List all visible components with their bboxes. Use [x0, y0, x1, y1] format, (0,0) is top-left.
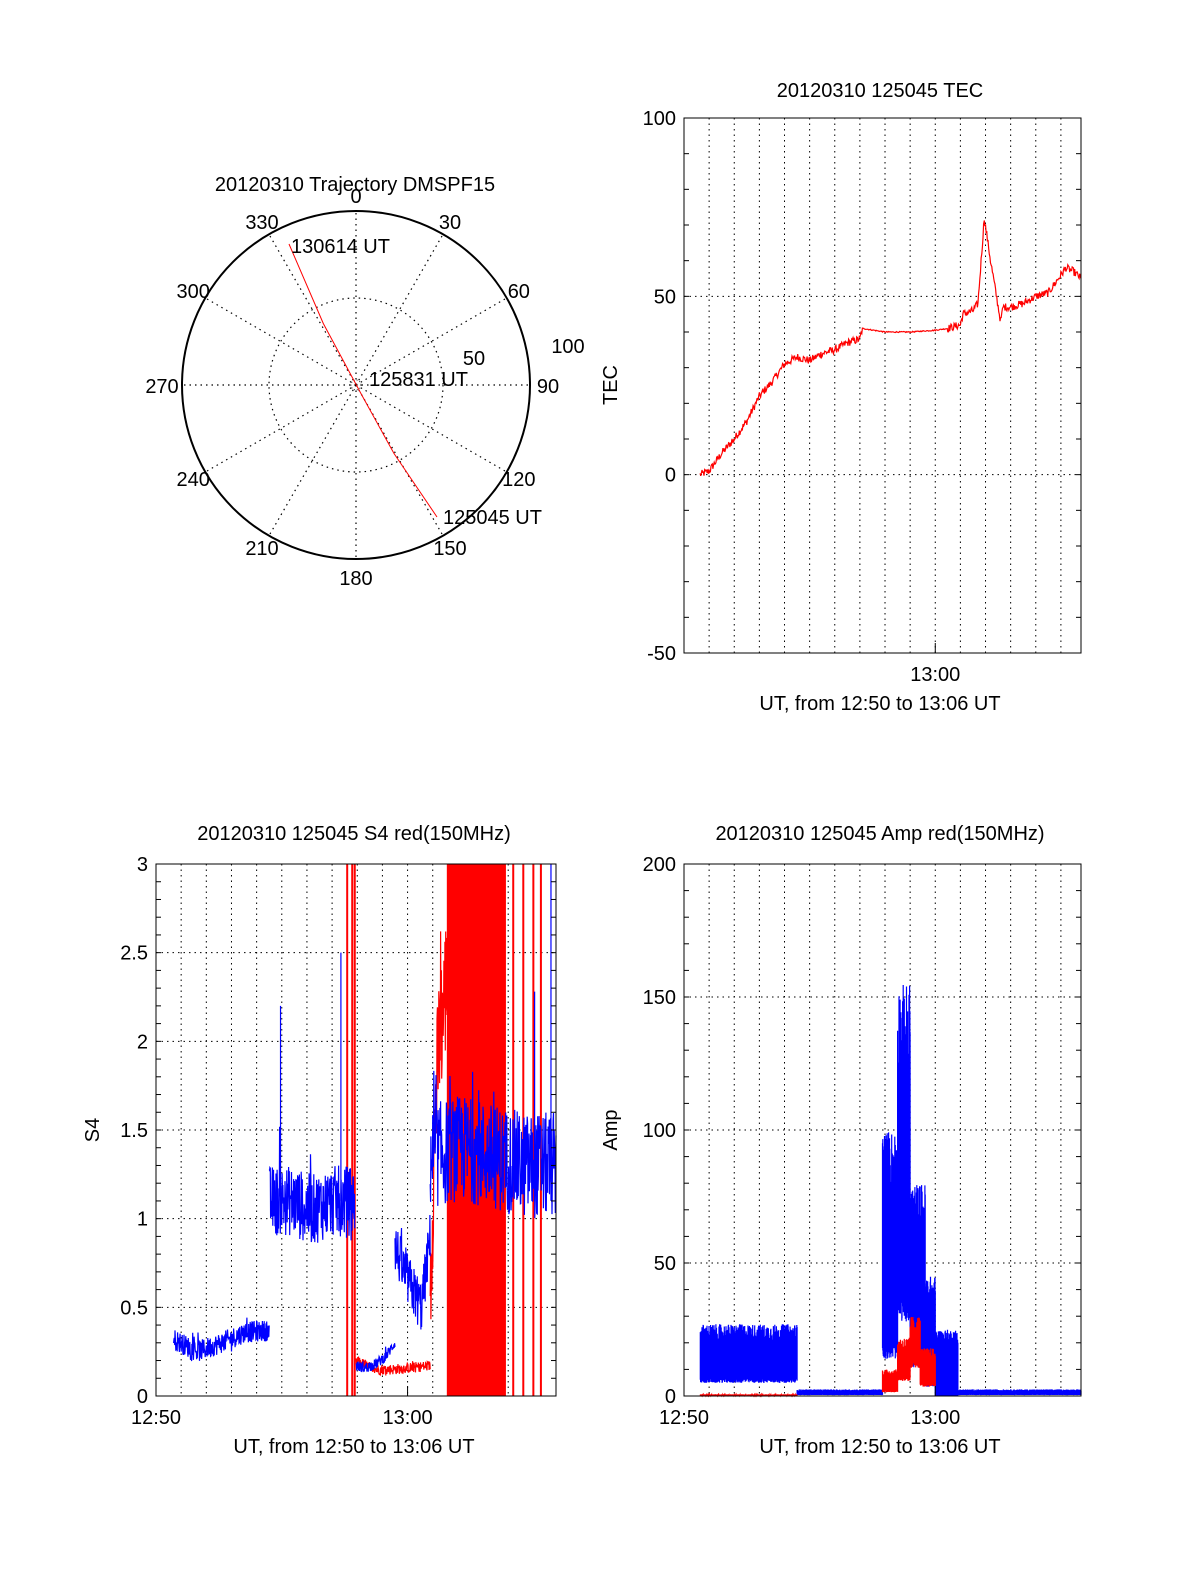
tec-title: 20120310 125045 TEC	[777, 80, 983, 102]
amp-title: 20120310 125045 Amp red(150MHz)	[715, 823, 1044, 845]
polar-spoke-210	[268, 384, 357, 536]
s4-ytick-label: 2.5	[120, 943, 148, 965]
s4-xtick-label: 12:50	[131, 1407, 181, 1429]
tec-ylabel: TEC	[600, 365, 622, 405]
polar-angle-label: 150	[433, 538, 466, 560]
tec-ytick-label: 100	[643, 108, 676, 130]
polar-radius-label-100: 100	[551, 336, 584, 358]
s4-ytick-label: 2	[137, 1031, 148, 1053]
annotation-end-time: 130614 UT	[291, 236, 390, 258]
annotation-start-time: 125045 UT	[443, 507, 542, 529]
s4-blue-line	[173, 1317, 270, 1362]
amp-yticks: 0 50 100 150 200	[643, 854, 1081, 1408]
amp-blue-line	[699, 1324, 798, 1384]
s4-xticks: 12:50 13:00	[131, 1386, 433, 1429]
s4-xlabel: UT, from 12:50 to 13:06 UT	[233, 1436, 474, 1458]
s4-xtick-label: 13:00	[383, 1407, 433, 1429]
polar-angle-label: 210	[245, 538, 278, 560]
amp-blue-line	[881, 1132, 899, 1359]
amp-blue-line	[896, 984, 911, 1322]
tec-line	[699, 220, 1082, 477]
amp-red-line	[919, 1348, 936, 1387]
tec-grid	[684, 118, 1081, 653]
s4-ytick-label: 3	[137, 854, 148, 876]
amp-plot: 20120310 125045 Amp red(150MHz) 0 50 100 15…	[600, 823, 1082, 1458]
s4-blue-line	[268, 1126, 356, 1243]
polar-spoke-300	[205, 297, 357, 386]
amp-red-line	[881, 1369, 899, 1393]
amp-xlabel: UT, from 12:50 to 13:06 UT	[759, 1436, 1000, 1458]
polar-angle-label: 0	[350, 186, 361, 208]
tec-xlabel: UT, from 12:50 to 13:06 UT	[759, 693, 1000, 715]
s4-blue-line	[394, 1214, 431, 1330]
trajectory-line	[288, 243, 438, 518]
s4-ytick-label: 1.5	[120, 1120, 148, 1142]
polar-ring-center	[350, 379, 362, 391]
polar-angle-label: 30	[439, 212, 461, 234]
tec-series	[699, 220, 1082, 477]
tec-yticks: -50 0 50 100	[643, 108, 1081, 665]
polar-angle-label: 120	[502, 469, 535, 491]
polar-outer-circle	[181, 210, 531, 560]
s4-ylabel: S4	[82, 1118, 104, 1142]
polar-spoke-30	[355, 234, 444, 386]
polar-radius-label-50: 50	[463, 348, 485, 370]
amp-xtick-label: 13:00	[910, 1407, 960, 1429]
tec-axes-box	[683, 117, 1082, 654]
polar-spoke-330	[268, 234, 357, 386]
amp-ytick-label: 50	[654, 1253, 676, 1275]
amp-xticks: 12:50 13:00	[659, 1386, 960, 1429]
polar-angle-labels: 0 30 60 90 120 150 180 210 240 270 300 330	[145, 186, 559, 590]
polar-title: 20120310 Trajectory DMSPF15	[215, 174, 495, 196]
s4-ytick-label: 0	[137, 1386, 148, 1408]
s4-plot: 20120310 125045 S4 red(150MHz) 0 0.5 1 1.5 2…	[82, 823, 557, 1458]
polar-angle-label: 90	[537, 376, 559, 398]
tec-ytick-label: -50	[647, 643, 676, 665]
polar-angle-label: 300	[176, 281, 209, 303]
s4-series	[173, 864, 557, 1396]
polar-angle-label: 330	[245, 212, 278, 234]
s4-blue-line	[355, 1343, 396, 1373]
polar-spoke-120	[355, 384, 507, 473]
amp-red-line	[909, 1316, 921, 1368]
tec-xticks: 13:00	[910, 643, 960, 686]
amp-ylabel: Amp	[600, 1109, 622, 1150]
amp-ytick-label: 0	[665, 1386, 676, 1408]
polar-angle-label: 180	[339, 568, 372, 590]
polar-spoke-60	[355, 297, 507, 386]
s4-title: 20120310 125045 S4 red(150MHz)	[197, 823, 511, 845]
annotation-mid-time: 125831 UT	[369, 369, 468, 391]
amp-grid	[684, 864, 1081, 1396]
polar-ring-50	[268, 297, 444, 473]
amp-blue-line	[909, 1185, 926, 1368]
polar-angle-label: 270	[145, 376, 178, 398]
amp-ytick-label: 200	[643, 854, 676, 876]
s4-ytick-label: 1	[137, 1209, 148, 1231]
polar-spoke-240	[205, 384, 357, 473]
amp-xtick-label: 12:50	[659, 1407, 709, 1429]
tec-xtick-label: 13:00	[910, 664, 960, 686]
tec-ytick-label: 50	[654, 286, 676, 308]
polar-angle-label: 60	[508, 281, 530, 303]
amp-ytick-label: 150	[643, 987, 676, 1009]
amp-blue-line	[957, 1389, 1082, 1396]
amp-ytick-label: 100	[643, 1120, 676, 1142]
s4-ytick-label: 0.5	[120, 1297, 148, 1319]
amp-series	[699, 984, 1082, 1398]
amp-blue-line	[796, 1389, 884, 1396]
polar-trajectory-plot: 20120310 Trajectory DMSPF15 0 30 60 90 120 15…	[145, 174, 584, 590]
tec-ytick-label: 0	[665, 465, 676, 487]
s4-yticks: 0 0.5 1 1.5 2 2.5 3	[120, 854, 556, 1408]
s4-blue-line	[429, 1070, 557, 1219]
polar-angle-label: 240	[176, 469, 209, 491]
amp-red-line	[699, 1392, 798, 1398]
s4-red-line	[429, 931, 449, 1320]
amp-red-line	[896, 1337, 911, 1382]
amp-blue-line	[934, 1329, 959, 1397]
